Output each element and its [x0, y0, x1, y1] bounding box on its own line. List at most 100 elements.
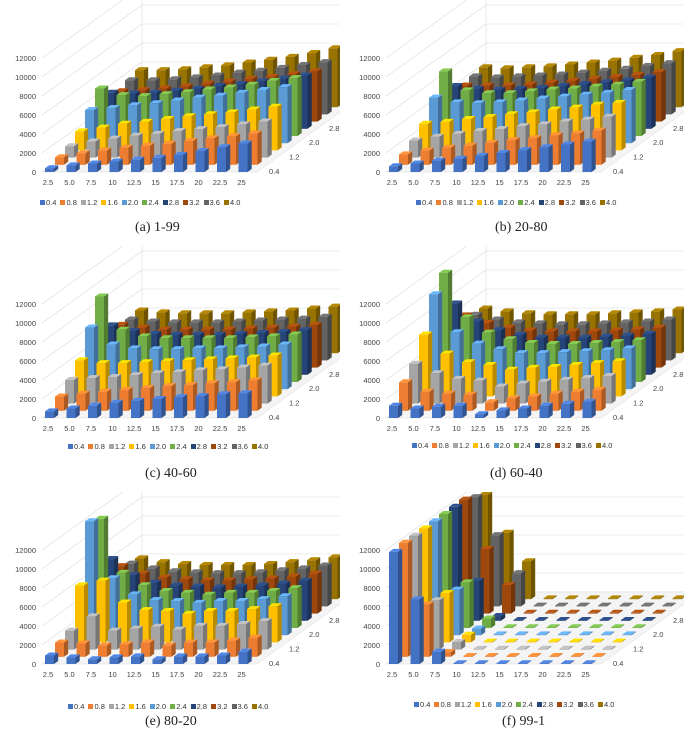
bar-front	[194, 370, 203, 404]
bar-top	[95, 85, 109, 89]
bar-front	[217, 147, 226, 172]
bar-top	[599, 333, 613, 337]
bar-top	[549, 653, 563, 656]
bar-side	[484, 660, 489, 664]
legend-label: 0.8	[442, 198, 453, 207]
chart-caption: (b) 20-80	[495, 220, 548, 235]
x-tick-label: 20	[194, 670, 202, 679]
bar-top	[608, 57, 622, 61]
bar-side	[247, 648, 252, 664]
bar-top	[576, 321, 590, 325]
bar-top	[328, 554, 340, 558]
bar-top	[131, 397, 145, 401]
bar-top	[399, 379, 413, 383]
bar	[503, 624, 517, 628]
bar-front	[410, 408, 420, 418]
bar-front	[429, 97, 438, 144]
bar-top	[75, 128, 89, 132]
bar-top	[149, 346, 163, 350]
bar-top	[181, 335, 195, 339]
bar-front	[566, 612, 576, 614]
bar-top	[255, 582, 269, 586]
legend-item: 3.2	[211, 442, 228, 451]
bar-top	[265, 575, 279, 579]
bar-top	[522, 64, 536, 68]
bar	[442, 649, 456, 657]
bar-top	[429, 94, 443, 98]
bar	[109, 399, 123, 418]
bar	[55, 393, 69, 411]
bar-top	[125, 77, 139, 81]
bar-front	[162, 645, 172, 657]
bar-top	[115, 563, 129, 567]
bar-side	[327, 313, 332, 361]
bar-top	[651, 595, 665, 599]
bar-side	[548, 660, 553, 664]
legend-item: 0.4	[416, 198, 432, 207]
bar	[430, 597, 444, 650]
bar-side	[469, 579, 474, 628]
bar-front	[602, 376, 612, 404]
bar	[602, 373, 616, 404]
y-tick-label: 4000	[363, 622, 380, 631]
bar-front	[278, 596, 288, 636]
bar-top	[182, 113, 196, 117]
bar-top	[45, 652, 59, 656]
bar-front	[440, 353, 450, 397]
gridline-side	[385, 0, 468, 59]
bar-top	[308, 570, 322, 574]
bar-top	[516, 645, 530, 649]
bar	[602, 113, 616, 158]
bar-top	[622, 345, 636, 349]
bar-top	[571, 653, 585, 656]
x-tick-label: 20	[538, 178, 546, 187]
bar-front	[480, 549, 490, 614]
bar-top	[576, 69, 590, 73]
bar-top	[449, 300, 463, 304]
x-tick-label: 7.5	[430, 178, 440, 187]
bar-side	[193, 639, 198, 657]
bar-side	[449, 590, 454, 643]
bar	[399, 379, 413, 411]
bar	[238, 648, 252, 664]
x-tick-label: 2.5	[387, 670, 397, 679]
bar-top	[66, 162, 80, 166]
bar	[601, 631, 615, 636]
legend-item: 0.4	[68, 442, 84, 451]
bar-front	[182, 360, 192, 397]
y-tick-label: 10000	[15, 73, 36, 82]
bar-top	[548, 638, 562, 642]
bar-top	[215, 366, 229, 370]
bar-front	[662, 605, 672, 607]
bar-front	[116, 329, 126, 382]
bar-front	[318, 62, 328, 115]
bar	[586, 595, 600, 600]
y-tick-label: 8000	[19, 584, 36, 593]
bar	[579, 631, 593, 636]
bar-top	[172, 369, 186, 373]
gridline-side	[41, 250, 143, 324]
bar-front	[298, 330, 308, 375]
bar	[440, 590, 454, 643]
bar-top	[631, 609, 645, 613]
bar-top	[652, 324, 666, 328]
bar	[582, 138, 596, 172]
bar-side	[537, 653, 542, 657]
bar-front	[237, 124, 246, 158]
bar-side	[535, 638, 540, 643]
bar-front	[545, 612, 554, 614]
bar	[632, 78, 646, 136]
bar	[174, 151, 188, 172]
bar-front	[472, 628, 481, 636]
legend-label: 2.0	[499, 441, 511, 450]
legend-swatch	[559, 200, 565, 205]
bar-front	[586, 598, 596, 600]
bar-top	[482, 615, 496, 619]
bar-top	[672, 48, 684, 52]
y-tick-label: 8000	[363, 584, 380, 593]
legend-item: 3.6	[577, 700, 594, 709]
bar-top	[116, 569, 130, 573]
bar-top	[496, 150, 510, 153]
bar-top	[96, 577, 110, 581]
bar-front	[539, 147, 549, 172]
